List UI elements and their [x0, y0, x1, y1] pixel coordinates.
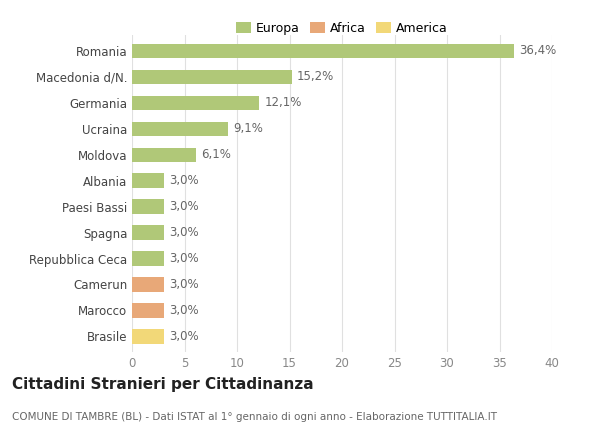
Text: Cittadini Stranieri per Cittadinanza: Cittadini Stranieri per Cittadinanza	[12, 378, 314, 392]
Text: 3,0%: 3,0%	[169, 200, 199, 213]
Text: 3,0%: 3,0%	[169, 278, 199, 291]
Bar	[132, 121, 227, 136]
Text: 6,1%: 6,1%	[202, 148, 231, 161]
Bar	[132, 44, 514, 58]
Text: 3,0%: 3,0%	[169, 330, 199, 343]
Bar	[132, 329, 163, 344]
Bar	[132, 303, 163, 318]
Bar	[132, 173, 163, 188]
Text: 12,1%: 12,1%	[264, 96, 302, 109]
Text: 15,2%: 15,2%	[297, 70, 334, 83]
Bar	[132, 95, 259, 110]
Bar	[132, 225, 163, 240]
Bar	[132, 70, 292, 84]
Text: 9,1%: 9,1%	[233, 122, 263, 135]
Text: 3,0%: 3,0%	[169, 252, 199, 265]
Bar	[132, 147, 196, 162]
Text: 36,4%: 36,4%	[520, 44, 557, 57]
Text: 3,0%: 3,0%	[169, 304, 199, 317]
Bar	[132, 251, 163, 266]
Legend: Europa, Africa, America: Europa, Africa, America	[234, 19, 450, 37]
Text: 3,0%: 3,0%	[169, 226, 199, 239]
Bar	[132, 277, 163, 292]
Text: 3,0%: 3,0%	[169, 174, 199, 187]
Text: COMUNE DI TAMBRE (BL) - Dati ISTAT al 1° gennaio di ogni anno - Elaborazione TUT: COMUNE DI TAMBRE (BL) - Dati ISTAT al 1°…	[12, 412, 497, 422]
Bar	[132, 199, 163, 214]
